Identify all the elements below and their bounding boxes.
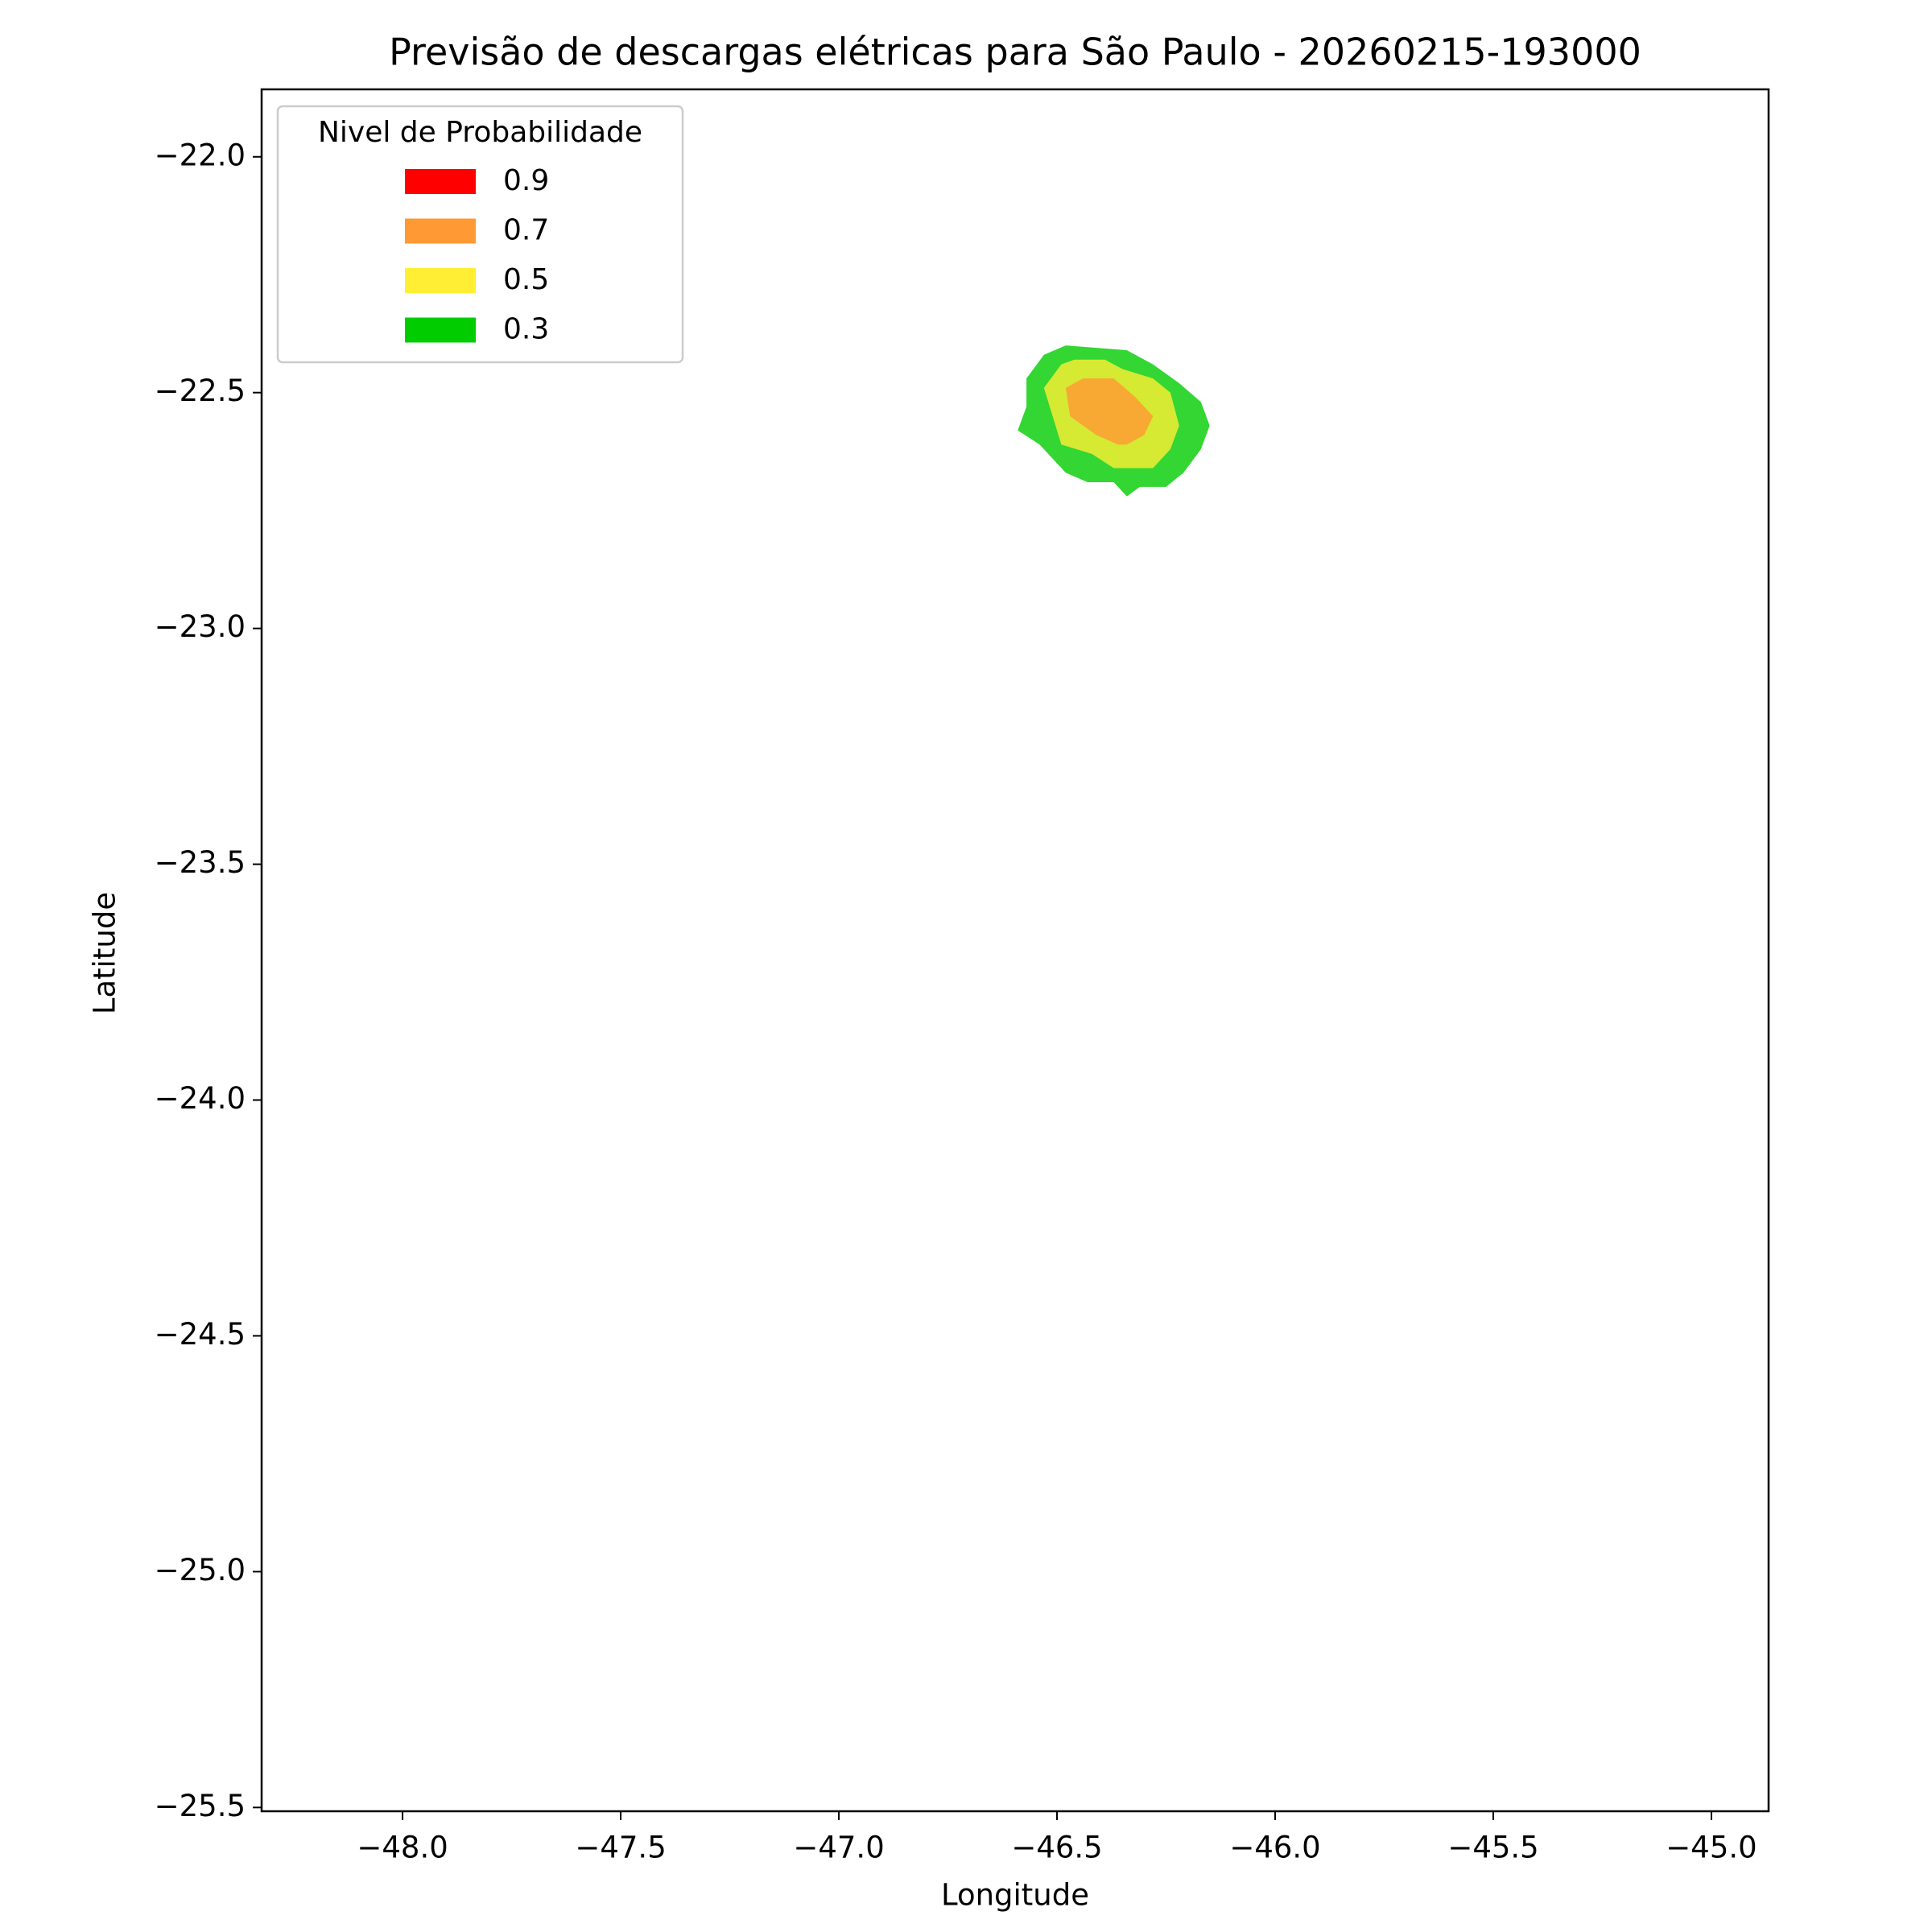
y-tick-label: −22.5 bbox=[155, 374, 246, 408]
legend-swatch bbox=[405, 317, 476, 343]
legend-swatch bbox=[405, 169, 476, 194]
legend-box bbox=[276, 105, 684, 364]
x-tick-label: −47.0 bbox=[793, 1831, 884, 1865]
legend-label: 0.5 bbox=[503, 263, 549, 296]
y-tick-label: −23.5 bbox=[155, 845, 246, 880]
y-tick-label: −24.0 bbox=[155, 1081, 246, 1116]
plot-frame bbox=[260, 88, 1770, 1813]
contour-region bbox=[1065, 378, 1154, 445]
legend-swatch bbox=[405, 218, 476, 244]
y-tick-label: −23.0 bbox=[155, 609, 246, 644]
y-tick-label: −24.5 bbox=[155, 1317, 246, 1352]
legend-label: 0.3 bbox=[503, 313, 549, 346]
y-tick-label: −22.0 bbox=[155, 138, 246, 172]
y-tick-label: −25.0 bbox=[155, 1553, 246, 1587]
x-tick-label: −47.5 bbox=[575, 1831, 666, 1865]
legend-label: 0.9 bbox=[503, 164, 549, 197]
x-tick-label: −45.0 bbox=[1666, 1831, 1757, 1865]
y-tick-label: −25.5 bbox=[155, 1789, 246, 1823]
legend-title: Nivel de Probabilidade bbox=[318, 116, 642, 149]
x-axis-label: Longitude bbox=[941, 1878, 1089, 1913]
chart-title: Previsão de descargas elétricas para São… bbox=[389, 31, 1641, 74]
x-tick-label: −46.5 bbox=[1011, 1831, 1102, 1865]
x-tick-label: −48.0 bbox=[357, 1831, 448, 1865]
y-axis-label: Latitude bbox=[88, 892, 122, 1014]
x-tick-label: −45.5 bbox=[1447, 1831, 1538, 1865]
x-tick-label: −46.0 bbox=[1229, 1831, 1320, 1865]
legend-label: 0.7 bbox=[503, 214, 549, 247]
legend-swatch bbox=[405, 268, 476, 293]
